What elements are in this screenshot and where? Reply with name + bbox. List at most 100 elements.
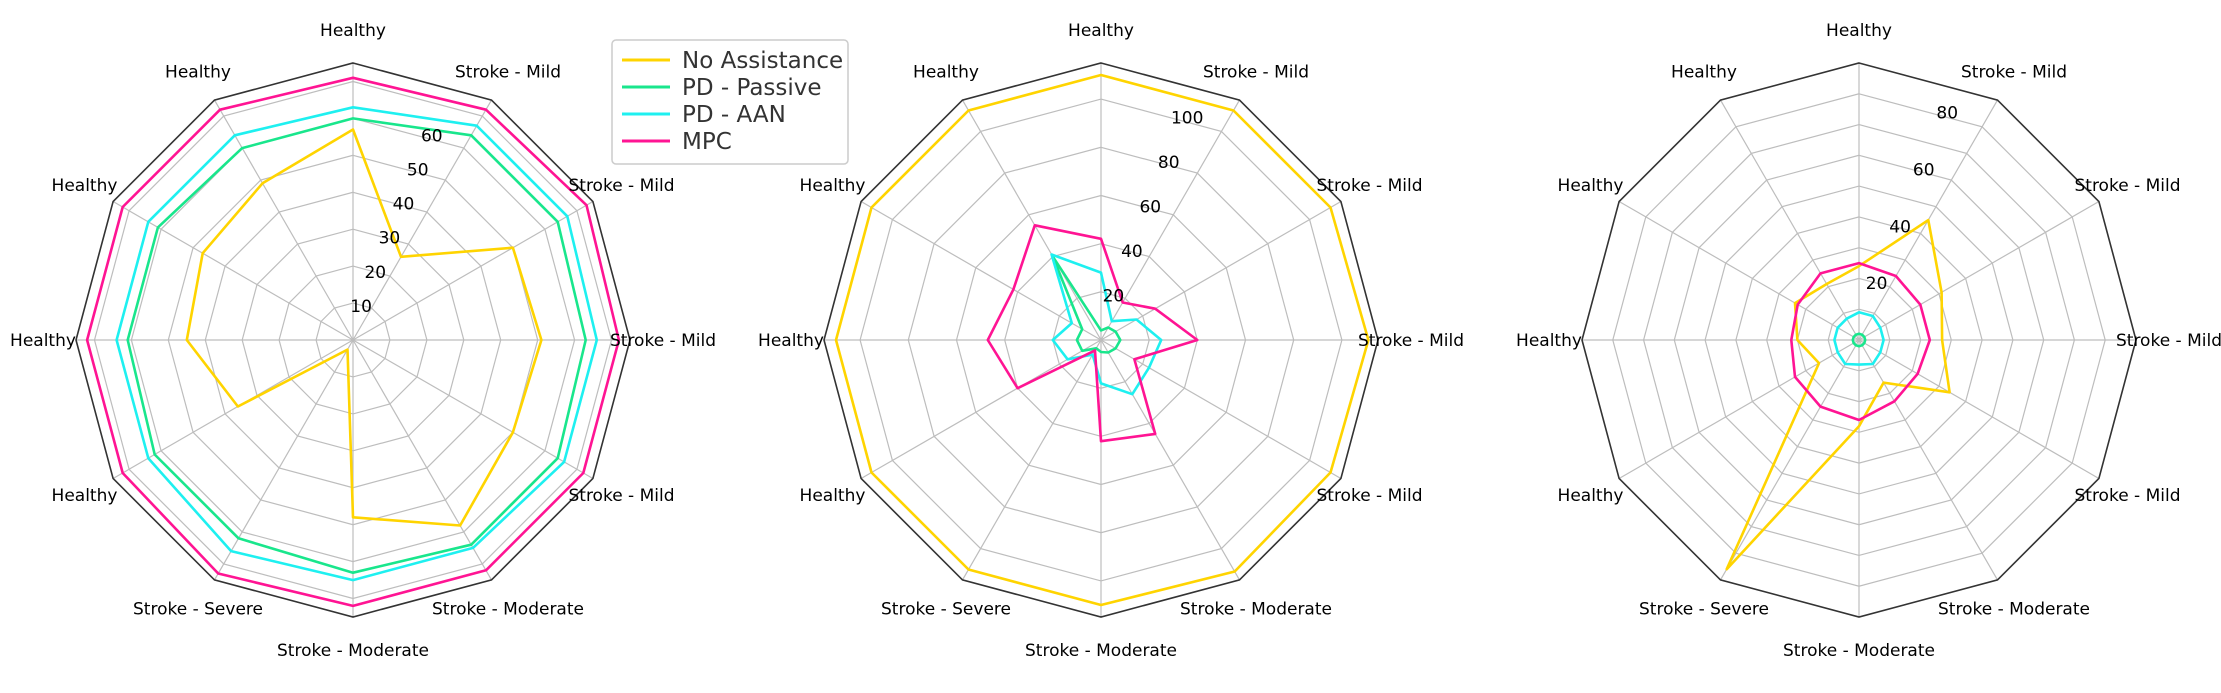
legend-item: PD - Passive	[622, 75, 822, 101]
grid-spoke	[1100, 339, 1342, 480]
radar-chart: 20 40 60 80 100 Healthy Stroke - Mild Stroke - …	[758, 21, 1464, 661]
category-label: Stroke - Mild	[2116, 331, 2221, 351]
category-label: Stroke - Severe	[1639, 600, 1769, 620]
grid-spoke	[1858, 200, 2100, 341]
radial-tick-label: 20	[364, 263, 386, 283]
legend-box	[611, 39, 849, 165]
radial-tick-label: 10	[350, 297, 372, 317]
legend: No Assistance PD - Passive PD - AAN MPC	[611, 39, 849, 165]
legend-label: No Assistance	[682, 48, 843, 74]
radar-chart: 10 20 30 40 50 60 Healthy Stroke - Mild Stroke -…	[10, 21, 716, 661]
grid-spoke	[112, 200, 354, 341]
category-label: Healthy	[320, 21, 386, 41]
category-label: Healthy	[1558, 486, 1624, 506]
category-label: Healthy	[1826, 21, 1892, 41]
series-line	[115, 106, 599, 582]
series-line	[1051, 255, 1122, 354]
series-line	[986, 224, 1199, 443]
grid-spoke	[1858, 339, 2100, 480]
legend-label: PD - AAN	[682, 102, 786, 128]
category-label: Healthy	[52, 486, 118, 506]
category-label: Healthy	[10, 331, 76, 351]
radar-charts: 10 20 30 40 50 60 Healthy Stroke - Mild Stroke -…	[10, 21, 2221, 661]
category-label: Stroke - Moderate	[277, 641, 429, 661]
series-line	[1790, 261, 1932, 422]
grid-spoke	[352, 339, 594, 480]
category-label: Healthy	[913, 63, 979, 83]
category-label: Stroke - Mild	[1316, 486, 1422, 506]
grid-spoke	[961, 99, 1102, 341]
radial-tick-label: 80	[1936, 104, 1958, 124]
radial-tick-label: 30	[379, 229, 401, 249]
series-line	[185, 128, 543, 527]
category-label: Stroke - Mild	[1961, 63, 2067, 83]
category-label: Stroke - Moderate	[1783, 641, 1935, 661]
legend-item: MPC	[622, 129, 732, 155]
radar-frame	[1581, 62, 2137, 618]
category-label: Healthy	[800, 176, 866, 196]
legend-item: No Assistance	[622, 48, 843, 74]
series-line	[126, 117, 588, 575]
category-label: Healthy	[1671, 63, 1737, 83]
radial-tick-label: 40	[1889, 217, 1911, 237]
radial-tick-label: 50	[407, 160, 429, 180]
radial-tick-label: 20	[1103, 287, 1125, 307]
category-label: Stroke - Mild	[2074, 176, 2180, 196]
grid-spoke	[1100, 200, 1342, 341]
grid-spoke	[352, 200, 594, 341]
radial-tick-label: 40	[1121, 242, 1143, 262]
radial-tick-label: 60	[1139, 198, 1161, 218]
category-label: Stroke - Moderate	[1938, 600, 2090, 620]
category-label: Stroke - Mild	[610, 331, 716, 351]
grid-spoke	[1618, 339, 1860, 480]
series-line	[85, 76, 621, 608]
radial-tick-label: 60	[421, 126, 443, 146]
category-label: Stroke - Moderate	[1025, 641, 1177, 661]
legend-item: PD - AAN	[622, 102, 786, 128]
radar-chart: 20 40 60 80 Healthy Stroke - Mild Stroke - Mil…	[1516, 21, 2221, 661]
grid-spoke	[213, 99, 354, 341]
category-label: Healthy	[758, 331, 824, 351]
category-label: Stroke - Mild	[1358, 331, 1464, 351]
grid-spoke	[1719, 99, 1860, 341]
grid-spoke	[860, 339, 1102, 480]
category-label: Stroke - Mild	[568, 486, 674, 506]
grid-spoke	[1100, 99, 1241, 341]
series-line	[1833, 310, 1885, 366]
radial-tick-label: 40	[393, 195, 415, 215]
category-label: Healthy	[165, 63, 231, 83]
series-line	[1050, 253, 1163, 396]
radial-tick-label: 80	[1158, 153, 1180, 173]
series-line	[834, 73, 1370, 607]
category-label: Stroke - Moderate	[1180, 600, 1332, 620]
radar-frame	[75, 62, 631, 618]
grid-spoke	[213, 339, 354, 581]
grid-spoke	[1618, 200, 1860, 341]
category-label: Stroke - Severe	[133, 600, 263, 620]
grid-spoke	[352, 99, 493, 341]
series-line	[1851, 332, 1867, 348]
category-label: Healthy	[800, 486, 866, 506]
legend-label: PD - Passive	[682, 75, 822, 101]
grid-spoke	[352, 339, 493, 581]
grid-spoke	[1719, 339, 1860, 581]
category-label: Stroke - Severe	[881, 600, 1011, 620]
category-label: Stroke - Mild	[2074, 486, 2180, 506]
grid-spoke	[1858, 339, 1999, 581]
legend-label: MPC	[682, 129, 732, 155]
category-label: Stroke - Moderate	[432, 600, 584, 620]
category-label: Stroke - Mild	[568, 176, 674, 196]
radar-frame	[823, 62, 1379, 618]
grid-spoke	[112, 339, 354, 480]
radial-tick-label: 20	[1866, 274, 1888, 294]
series-line	[1725, 218, 1951, 571]
grid-spoke	[961, 339, 1102, 581]
grid-spoke	[1100, 339, 1241, 581]
radial-tick-label: 60	[1913, 160, 1935, 180]
category-label: Stroke - Mild	[1316, 176, 1422, 196]
radial-tick-label: 100	[1171, 109, 1203, 129]
category-label: Healthy	[1068, 21, 1134, 41]
category-label: Stroke - Mild	[1203, 63, 1309, 83]
category-label: Healthy	[1516, 331, 1582, 351]
